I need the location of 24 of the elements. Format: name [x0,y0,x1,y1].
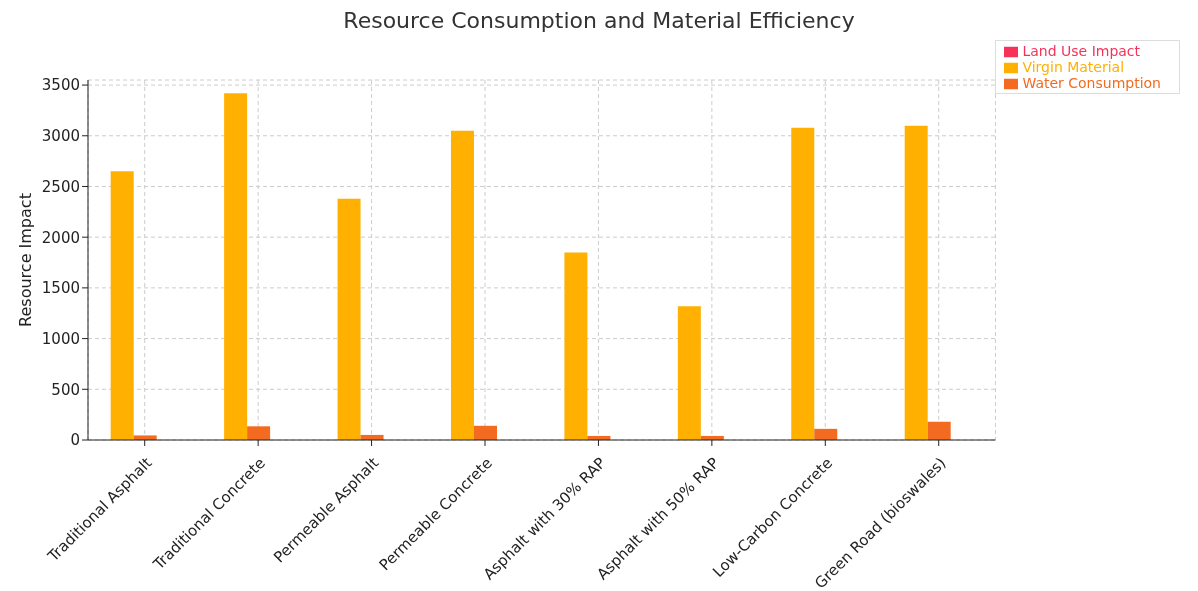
y-tick-label: 0 [70,431,80,450]
bar [564,252,588,440]
bar [791,127,815,440]
y-tick-label: 2000 [41,228,80,247]
y-tick-label: 3500 [41,76,80,95]
chart-title: Resource Consumption and Material Efficiency [342,8,856,35]
bar [247,426,271,440]
bar [904,125,928,440]
bar [450,130,474,440]
y-tick-label: 3000 [41,127,80,146]
y-tick-label: 1000 [41,329,80,348]
bar [927,421,951,440]
bar [337,198,361,440]
bar [224,93,248,440]
y-tick-label: 1500 [41,279,80,298]
y-tick-label: 2500 [41,177,80,196]
y-axis-title: Resource Impact [15,193,35,327]
legend-label: Virgin Material [1022,59,1125,75]
legend-label: Land Use Impact [1022,43,1141,59]
bar [473,425,497,440]
bar [110,171,134,440]
y-tick-label: 500 [51,380,80,399]
bar [677,306,701,440]
legend-label: Water Consumption [1022,75,1161,91]
